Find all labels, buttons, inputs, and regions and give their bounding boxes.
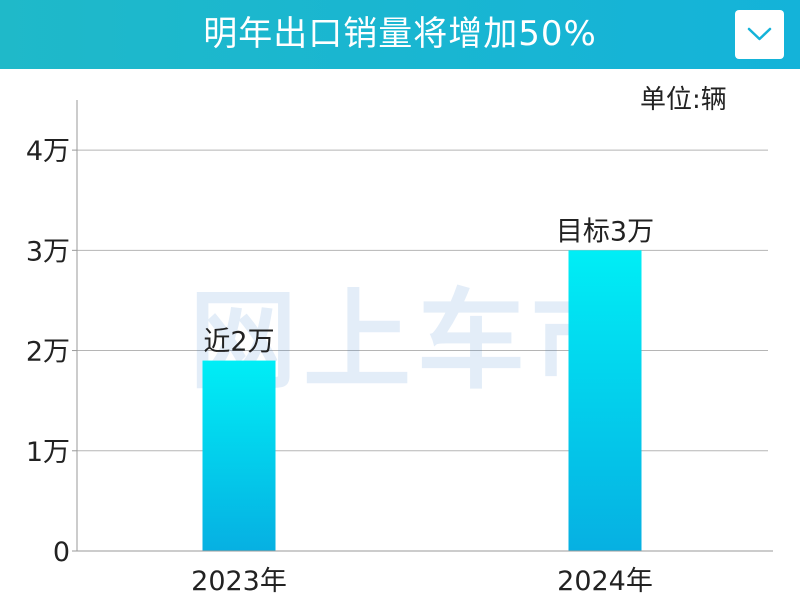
y-tick-label: 1万: [26, 437, 70, 468]
y-tick-label: 0: [53, 537, 70, 568]
data-label: 近2万: [203, 327, 274, 358]
unit-label: 单位:辆: [640, 85, 727, 115]
chevron-down-icon: [747, 27, 772, 41]
y-tick-label: 3万: [26, 236, 70, 267]
data-label: 目标3万: [556, 216, 654, 247]
y-tick-label: 2万: [26, 337, 70, 368]
header-bar: 明年出口销量将增加50%: [0, 0, 800, 69]
bar-2023年: [202, 360, 276, 551]
x-tick-label: 2023年: [191, 566, 287, 597]
page-title: 明年出口销量将增加50%: [203, 14, 597, 54]
x-tick-label: 2024年: [557, 566, 653, 597]
dropdown-button[interactable]: [735, 10, 784, 59]
bar-2024年: [568, 250, 642, 552]
y-tick-label: 4万: [26, 136, 70, 167]
